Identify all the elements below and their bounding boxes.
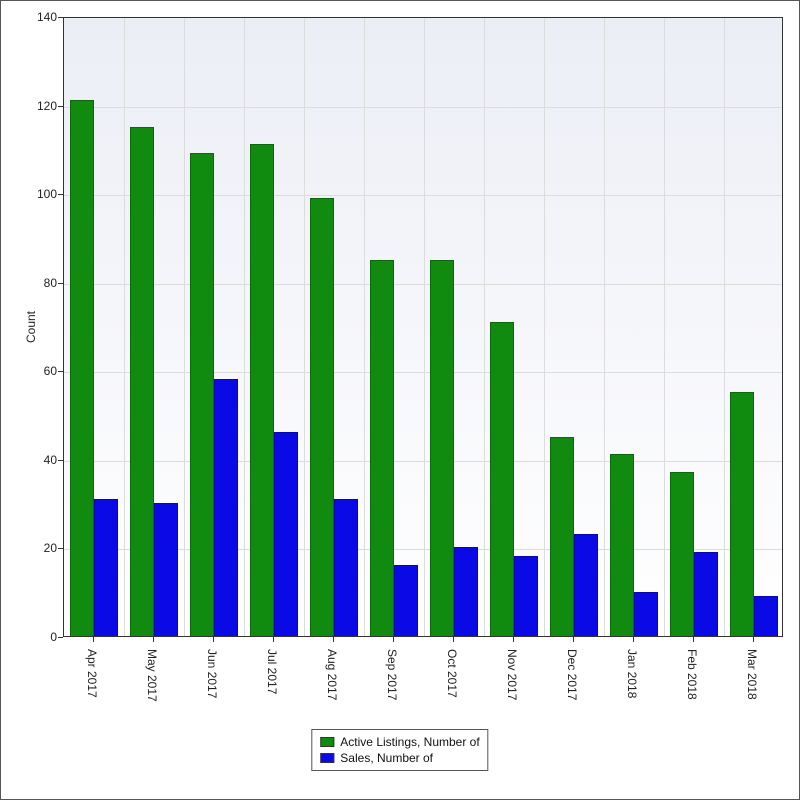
legend-label: Active Listings, Number of [340, 734, 479, 750]
bar [130, 127, 154, 636]
bar [394, 565, 418, 636]
x-tick-mark [213, 637, 214, 642]
legend: Active Listings, Number ofSales, Number … [311, 729, 488, 771]
legend-label: Sales, Number of [340, 750, 433, 766]
y-tick-mark [58, 106, 63, 107]
bar [274, 432, 298, 636]
bar [490, 322, 514, 636]
legend-item: Sales, Number of [320, 750, 479, 766]
legend-item: Active Listings, Number of [320, 734, 479, 750]
x-tick-mark [693, 637, 694, 642]
x-tick-mark [393, 637, 394, 642]
x-tick-label: Feb 2018 [685, 649, 699, 700]
x-tick-mark [453, 637, 454, 642]
x-tick-mark [93, 637, 94, 642]
grid-line [124, 18, 125, 636]
bar [754, 596, 778, 636]
bar [694, 552, 718, 636]
x-tick-label: Nov 2017 [505, 649, 519, 700]
plot-area [63, 17, 783, 637]
y-tick-label: 100 [37, 187, 57, 201]
y-tick-mark [58, 548, 63, 549]
x-tick-mark [273, 637, 274, 642]
bar [430, 260, 454, 636]
bar [454, 547, 478, 636]
x-tick-label: Oct 2017 [445, 649, 459, 698]
x-tick-label: Jul 2017 [265, 649, 279, 694]
y-tick-label: 140 [37, 10, 57, 24]
y-tick-label: 20 [44, 541, 57, 555]
bar [550, 437, 574, 636]
x-tick-label: Jun 2017 [205, 649, 219, 698]
bar [310, 198, 334, 636]
grid-line [244, 18, 245, 636]
grid-line [364, 18, 365, 636]
bar [214, 379, 238, 636]
y-tick-label: 0 [50, 630, 57, 644]
y-tick-mark [58, 17, 63, 18]
bar [514, 556, 538, 636]
y-tick-mark [58, 283, 63, 284]
x-tick-mark [753, 637, 754, 642]
x-tick-label: Aug 2017 [325, 649, 339, 700]
grid-line [604, 18, 605, 636]
grid-line [724, 18, 725, 636]
bar [730, 392, 754, 636]
x-tick-label: Sep 2017 [385, 649, 399, 700]
y-axis-label: Count [24, 311, 38, 343]
bar [610, 454, 634, 636]
y-tick-mark [58, 637, 63, 638]
grid-line [64, 107, 782, 108]
x-tick-mark [633, 637, 634, 642]
grid-line [64, 195, 782, 196]
bar [70, 100, 94, 636]
grid-line [184, 18, 185, 636]
legend-swatch [320, 753, 334, 763]
x-tick-mark [513, 637, 514, 642]
x-tick-label: Dec 2017 [565, 649, 579, 700]
bar [670, 472, 694, 636]
y-tick-label: 40 [44, 453, 57, 467]
grid-line [484, 18, 485, 636]
x-tick-label: May 2017 [145, 649, 159, 702]
grid-line [664, 18, 665, 636]
x-tick-mark [153, 637, 154, 642]
x-tick-mark [573, 637, 574, 642]
plot-wrap: Count 020406080100120140Apr 2017May 2017… [63, 17, 783, 637]
grid-line [424, 18, 425, 636]
grid-line [64, 372, 782, 373]
bar [154, 503, 178, 636]
bar [190, 153, 214, 636]
chart-frame: Count 0 20 40 60 80 100 120 140 Apr 2017 May 2017… [0, 0, 800, 800]
legend-swatch [320, 737, 334, 747]
bar [634, 592, 658, 636]
bar [94, 499, 118, 636]
x-tick-label: Mar 2018 [745, 649, 759, 700]
x-tick-mark [333, 637, 334, 642]
y-tick-label: 120 [37, 99, 57, 113]
grid-line [304, 18, 305, 636]
bar [370, 260, 394, 636]
bar [334, 499, 358, 636]
grid-line [64, 284, 782, 285]
y-tick-mark [58, 194, 63, 195]
bar [250, 144, 274, 636]
x-tick-label: Apr 2017 [85, 649, 99, 698]
y-tick-label: 80 [44, 276, 57, 290]
y-tick-mark [58, 460, 63, 461]
y-tick-label: 60 [44, 364, 57, 378]
bar [574, 534, 598, 636]
grid-line [544, 18, 545, 636]
y-tick-mark [58, 371, 63, 372]
grid-line [64, 461, 782, 462]
x-tick-label: Jan 2018 [625, 649, 639, 698]
